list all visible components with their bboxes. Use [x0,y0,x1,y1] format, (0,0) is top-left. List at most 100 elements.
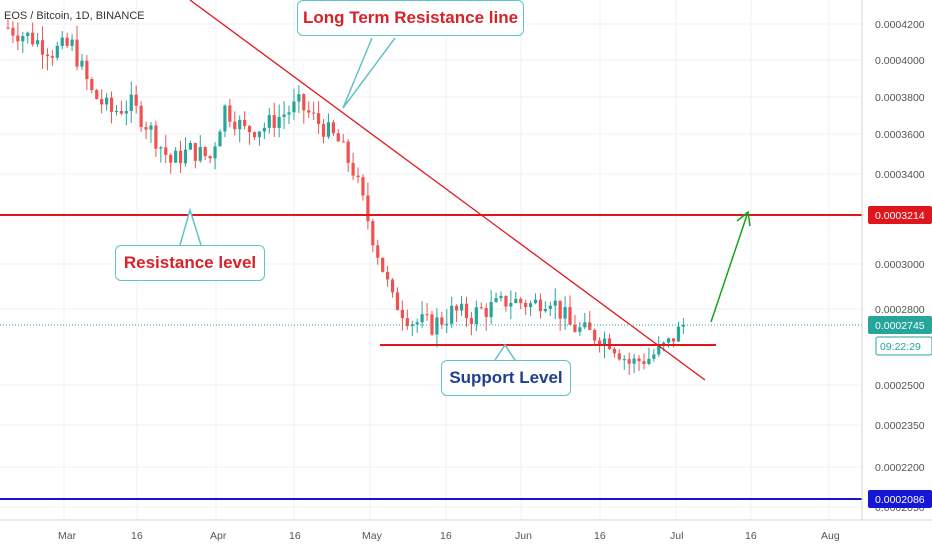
candle-body [420,314,424,323]
candle-body [109,97,114,112]
time-tick: Jul [670,530,683,542]
candles [6,19,686,376]
price-tick: 0.0004200 [875,19,925,31]
price-tick: 0.0003600 [875,129,925,141]
candle-body [336,133,340,142]
candle-body [440,317,444,325]
candle-body [617,353,621,360]
candle-body [563,307,567,319]
candle-body [11,27,15,36]
price-tick: 0.0002800 [875,304,925,316]
candle-body [139,105,143,128]
candle-body [213,146,217,159]
candle-body [371,221,375,246]
candle-body [203,147,207,157]
candle-body [80,60,84,67]
time-tick: Aug [821,530,840,542]
candle-body [464,303,469,319]
candle-body [90,79,94,91]
candle-body [169,154,173,163]
candle-body [642,361,646,364]
candle-body [55,45,59,58]
candle-body [667,338,671,343]
candle-body [193,143,197,161]
candle-body [272,115,276,128]
long-term-resistance-line[interactable] [189,0,706,381]
candle-body [100,98,104,105]
long-term-resistance-callout[interactable]: Long Term Resistance line [297,0,524,36]
candle-body [543,308,547,312]
candle-body [652,354,656,359]
candle-body [174,150,178,163]
candle-body [499,295,503,299]
candle-body [533,299,538,304]
time-tick: Apr [210,530,227,542]
candle-body [16,35,20,42]
bottom-price-badge [868,490,932,508]
candle-body [302,94,306,111]
candle-body [292,101,296,113]
candle-body [188,143,193,150]
candle-body [548,305,552,309]
candle-body [223,105,227,132]
candle-body [647,358,651,364]
candle-body [178,150,183,164]
price-tick: 0.0002500 [875,380,925,392]
resistance-price-badge-text: 0.0003214 [875,210,925,222]
candle-body [632,358,636,364]
candle-body [395,292,400,310]
candle-body [366,195,370,222]
candle-body [164,147,168,155]
bottom-price-badge-text: 0.0002086 [875,494,925,506]
candle-body [583,322,587,328]
candle-body [75,39,79,67]
candle-body [528,303,533,308]
resistance-price-badge [868,206,932,224]
candle-body [6,27,10,29]
candle-body [494,298,498,302]
candle-body [489,301,493,318]
time-tick: 16 [594,530,606,542]
candle-body [341,141,345,143]
candle-body [558,300,562,319]
time-tick: 16 [289,530,301,542]
candle-body [538,299,543,312]
candle-body [553,300,557,306]
candle-body [435,317,439,335]
candle-body [662,342,666,346]
candle-body [40,40,45,55]
projection-arrow [710,210,751,323]
candle-body [31,32,35,45]
candle-body [637,358,641,362]
candle-body [568,307,572,325]
candle-body [622,359,626,361]
candle-body [657,345,661,355]
price-axis: 0.0004200 0.0004000 0.0003800 0.0003600 … [861,0,932,520]
current-price-badge-text: 0.0002745 [875,320,925,332]
candle-body [267,115,271,128]
candle-body [627,359,631,364]
countdown-badge-text: 09:22:29 [880,341,921,353]
candle-body [346,141,350,163]
candle-body [484,308,488,318]
candle-body [262,127,266,132]
callout-pointers [179,37,516,361]
candle-body [474,307,478,324]
resistance-level-callout[interactable]: Resistance level [115,245,265,281]
candle-body [455,305,459,311]
candle-body [578,327,582,332]
candle-body [129,94,133,112]
support-level-callout[interactable]: Support Level [441,360,571,396]
time-tick: 16 [440,530,452,542]
price-tick: 0.0002200 [875,462,925,474]
candle-body [149,125,153,130]
candle-body [65,37,69,46]
candle-body [607,338,612,350]
candle-body [400,309,404,319]
candle-body [459,303,464,311]
candle-body [105,97,109,105]
candle-body [277,116,281,128]
candle-body [297,94,301,102]
price-tick: 0.0003800 [875,92,925,104]
price-tick: 0.0002350 [875,420,925,432]
